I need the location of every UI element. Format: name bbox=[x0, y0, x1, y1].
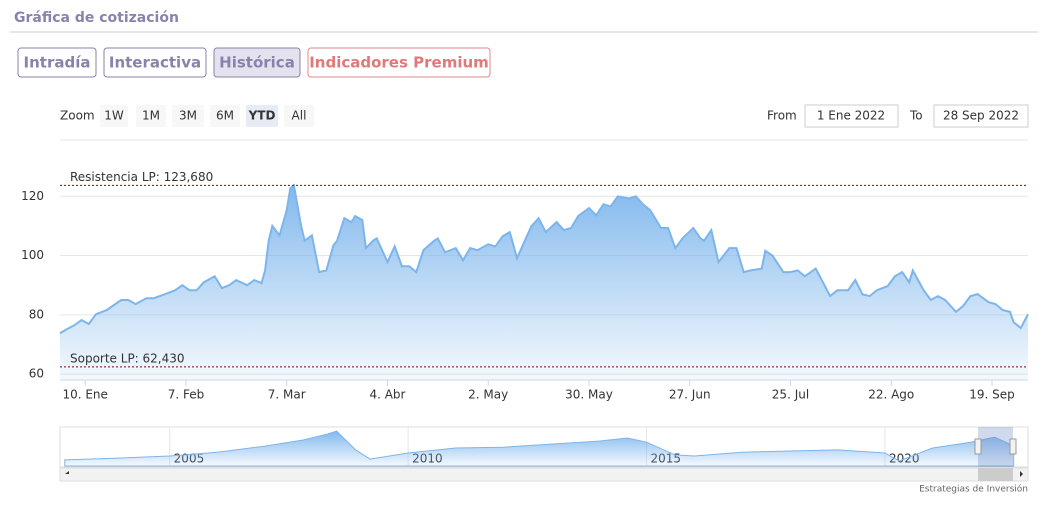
zoom-button[interactable] bbox=[100, 105, 128, 127]
x-tick-label: 2. May bbox=[468, 388, 508, 402]
area bbox=[60, 185, 1028, 380]
plot: 60 80 100 120 Resistencia LP: 123,680 Soporte… bbox=[21, 139, 1029, 402]
credits: Estrategias de Inversión bbox=[919, 484, 1028, 495]
zoom-button-label[interactable]: 1M bbox=[142, 109, 160, 123]
x-tick-label: 25. Jul bbox=[772, 388, 809, 402]
resistance-label: Resistencia LP: 123,680 bbox=[70, 170, 213, 184]
zoom-button[interactable] bbox=[136, 105, 166, 127]
scroll-thumb[interactable] bbox=[978, 468, 1013, 481]
to-input[interactable] bbox=[933, 104, 1029, 128]
tab-label[interactable]: Intradía bbox=[24, 54, 91, 72]
tab-label[interactable]: Indicadores Premium bbox=[309, 54, 489, 72]
tab[interactable] bbox=[103, 47, 207, 78]
x-tick-label: 7. Feb bbox=[168, 388, 205, 402]
zoom-label: Zoom bbox=[60, 109, 95, 123]
zoom-button[interactable] bbox=[172, 105, 204, 127]
x-tick-label: 30. May bbox=[565, 388, 613, 402]
tabs: Intradía Interactiva Histórica Indicador… bbox=[17, 47, 491, 78]
handle[interactable] bbox=[1009, 438, 1017, 455]
support-label: Soporte LP: 62,430 bbox=[70, 351, 185, 365]
x-tick-label: 7. Mar bbox=[268, 388, 306, 402]
scrollbar[interactable] bbox=[59, 467, 1029, 482]
zoom-button[interactable] bbox=[246, 105, 278, 127]
x-tick-label: 22. Ago bbox=[868, 388, 914, 402]
y-tick-label: 60 bbox=[29, 367, 44, 381]
zoom-button-label[interactable]: YTD bbox=[248, 109, 276, 123]
navigator-frame bbox=[59, 426, 1029, 468]
from-value[interactable]: 1 Ene 2022 bbox=[817, 109, 885, 123]
x-tick-label: 19. Sep bbox=[969, 388, 1015, 402]
to-label: To bbox=[909, 109, 923, 123]
tab[interactable] bbox=[307, 47, 491, 78]
zoom-button[interactable] bbox=[210, 105, 240, 127]
y-tick-label: 100 bbox=[21, 248, 44, 262]
zoom-button-label[interactable]: 6M bbox=[216, 109, 234, 123]
navigator-area bbox=[64, 430, 1015, 467]
navigator-selection[interactable] bbox=[978, 427, 1013, 467]
tab-label[interactable]: Histórica bbox=[219, 54, 295, 72]
to-value[interactable]: 28 Sep 2022 bbox=[943, 109, 1019, 123]
from-input[interactable] bbox=[804, 104, 899, 128]
zoom-button-label[interactable]: All bbox=[292, 109, 307, 123]
tab-active[interactable] bbox=[213, 47, 301, 78]
line bbox=[59, 183, 1029, 335]
handle[interactable] bbox=[974, 438, 982, 455]
navigator: 2005201020152020 bbox=[64, 427, 1015, 467]
x-tick-label: 10. Ene bbox=[62, 388, 107, 402]
tab-label[interactable]: Interactiva bbox=[109, 54, 201, 72]
x-tick-label: 27. Jun bbox=[669, 388, 711, 402]
zoom-button[interactable] bbox=[284, 105, 314, 127]
zoom-button-label[interactable]: 1W bbox=[104, 109, 124, 123]
y-tick-label: 80 bbox=[29, 307, 44, 321]
zoom-button-label[interactable]: 3M bbox=[179, 109, 197, 123]
from-label: From bbox=[767, 109, 797, 123]
title: Gráfica de cotización bbox=[14, 10, 179, 26]
y-tick-label: 120 bbox=[21, 189, 44, 203]
tab[interactable] bbox=[17, 47, 97, 78]
x-tick-label: 4. Abr bbox=[369, 388, 405, 402]
zoom-buttons: 1W 1M 3M 6M YTD All bbox=[100, 105, 314, 127]
